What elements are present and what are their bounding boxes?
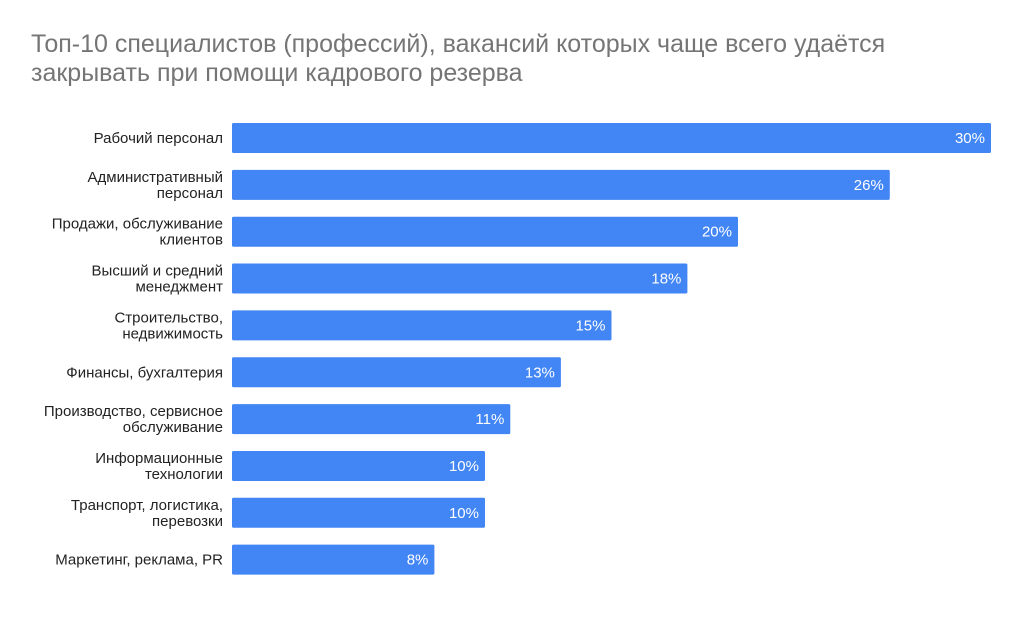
category-label: Рабочий персонал (94, 130, 223, 147)
category-label-line: Производство, сервисное (44, 403, 223, 420)
category-label: Административный персонал (88, 169, 224, 202)
bar (232, 263, 688, 294)
category-label-line: технологии (145, 466, 223, 483)
category-label-line: Финансы, бухгалтерия (66, 364, 223, 381)
value-label: 18% (651, 271, 681, 288)
value-label: 15% (575, 317, 605, 334)
category-label: Финансы, бухгалтерия (66, 364, 223, 381)
category-label-line: Высший и средний (92, 263, 223, 280)
value-label: 8% (407, 552, 429, 569)
category-label-line: менеджмент (135, 279, 223, 296)
bar-group: 10% Информационные технологии (95, 450, 485, 483)
chart-title: Топ-10 специалистов (профессий), ваканси… (31, 30, 886, 87)
category-label-line: перевозки (152, 513, 223, 530)
value-label: 30% (955, 130, 985, 147)
category-label-line: Информационные (95, 450, 223, 467)
category-label: Строительство, недвижимость (114, 309, 223, 342)
value-label: 13% (525, 364, 555, 381)
category-label-line: Строительство, (114, 309, 223, 326)
value-label: 10% (449, 505, 479, 522)
category-label-line: клиентов (159, 232, 223, 249)
bar-group: 11% Производство, сервисное обслуживание (44, 403, 511, 436)
category-label-line: персонал (157, 185, 223, 202)
bar (232, 544, 435, 575)
category-label-line: Продажи, обслуживание (52, 216, 223, 233)
category-label: Продажи, обслуживание клиентов (52, 216, 223, 249)
category-label: Информационные технологии (95, 450, 223, 483)
bar (232, 357, 561, 388)
bar (232, 216, 738, 247)
category-label-line: обслуживание (123, 419, 223, 436)
category-label-line: Административный (88, 169, 224, 186)
bar-group: 13% Финансы, бухгалтерия (66, 357, 561, 388)
bar (232, 450, 485, 481)
bar-group: 26% Административный персонал (88, 169, 890, 202)
category-label: Маркетинг, реклама, PR (55, 552, 223, 569)
category-label-line: Рабочий персонал (94, 130, 223, 147)
bar-group: 10% Транспорт, логистика, перевозки (71, 497, 485, 530)
category-label-line: Маркетинг, реклама, PR (55, 552, 223, 569)
value-label: 20% (702, 224, 732, 241)
bar-group: 30% Рабочий персонал (94, 123, 991, 153)
category-label-line: Транспорт, логистика, (71, 497, 223, 514)
bar-group: 18% Высший и средний менеджмент (92, 263, 688, 296)
value-label: 10% (449, 458, 479, 475)
bar (232, 123, 991, 153)
value-label: 26% (854, 177, 884, 194)
bar (232, 497, 485, 528)
category-label-line: недвижимость (122, 325, 223, 342)
category-label: Высший и средний менеджмент (92, 263, 224, 296)
bar-group: 15% Строительство, недвижимость (114, 309, 612, 342)
category-label: Транспорт, логистика, перевозки (71, 497, 223, 530)
bar (232, 404, 511, 435)
bar (232, 310, 612, 341)
category-label: Производство, сервисное обслуживание (44, 403, 223, 436)
bar-group: 8% Маркетинг, реклама, PR (55, 544, 435, 575)
bar-group: 20% Продажи, обслуживание клиентов (52, 216, 738, 249)
bar (232, 169, 890, 200)
value-label: 11% (475, 411, 504, 428)
